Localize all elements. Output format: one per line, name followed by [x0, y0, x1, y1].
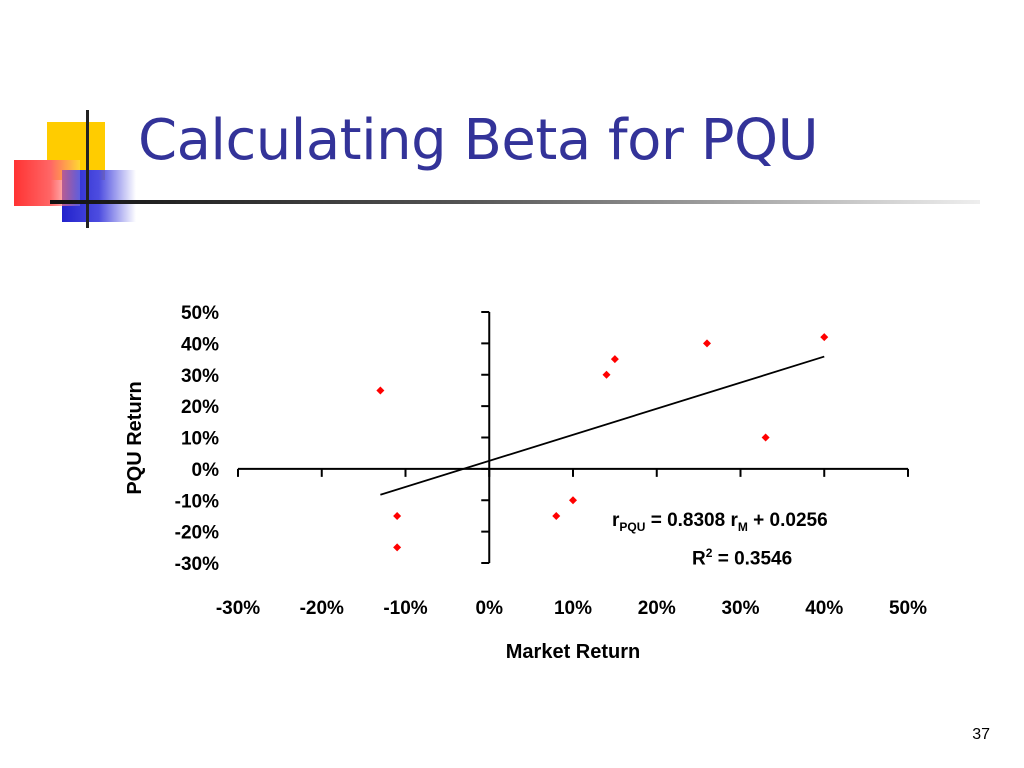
- x-tick-label: 0%: [476, 598, 504, 619]
- data-point: [376, 386, 385, 395]
- x-tick-label: -30%: [216, 598, 260, 619]
- y-axis-title: PQU Return: [124, 381, 146, 494]
- data-point: [761, 433, 770, 442]
- y-tick-label: -20%: [175, 523, 219, 544]
- data-point: [393, 543, 402, 552]
- x-tick-label: 40%: [805, 598, 843, 619]
- decor-red-square: [14, 160, 80, 206]
- x-tick-label: 10%: [554, 598, 592, 619]
- page-number: 37: [972, 726, 990, 743]
- data-point: [569, 496, 577, 505]
- data-point: [552, 511, 561, 520]
- y-tick-label: 10%: [181, 429, 219, 450]
- x-tick-label: -10%: [383, 598, 427, 619]
- x-axis-title: Market Return: [506, 641, 640, 663]
- y-tick-label: -30%: [175, 554, 219, 575]
- x-tick-label: -20%: [300, 598, 344, 619]
- x-tick-label: 20%: [638, 598, 676, 619]
- slide-title: Calculating Beta for PQU: [138, 108, 819, 173]
- x-tick-label: 30%: [721, 598, 759, 619]
- x-tick-label: 50%: [889, 598, 927, 619]
- trendline: [380, 355, 825, 496]
- r-squared-label: R2 = 0.3546: [692, 546, 793, 570]
- data-point: [820, 333, 829, 342]
- data-point: [393, 511, 402, 520]
- data-point: [703, 339, 711, 348]
- y-tick-label: 0%: [192, 460, 220, 481]
- regression-equation: rPQU = 0.8308 rM + 0.0256: [612, 510, 828, 534]
- decor-vertical-line: [86, 110, 89, 228]
- y-tick-label: 20%: [181, 397, 219, 418]
- y-tick-label: 50%: [181, 303, 219, 324]
- title-underline: [50, 200, 980, 204]
- data-point: [610, 355, 619, 364]
- data-point: [602, 370, 611, 379]
- y-tick-label: 40%: [181, 334, 219, 355]
- y-tick-label: -10%: [175, 491, 219, 512]
- y-tick-label: 30%: [181, 366, 219, 387]
